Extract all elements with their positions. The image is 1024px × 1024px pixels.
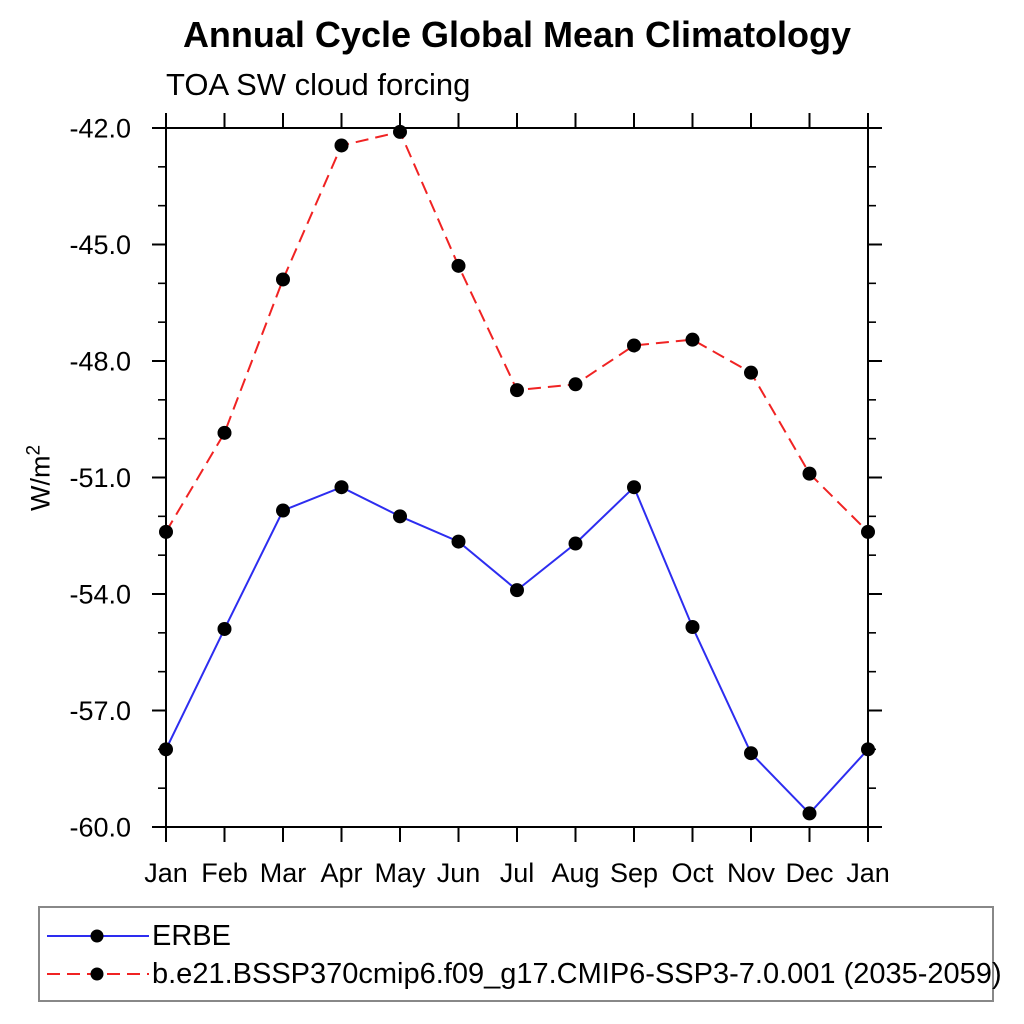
- series-line-model: [165, 130, 869, 533]
- svg-text:-45.0: -45.0: [69, 230, 131, 260]
- svg-text:-54.0: -54.0: [69, 580, 131, 610]
- svg-text:-48.0: -48.0: [69, 347, 131, 377]
- series-markers-model: [159, 124, 875, 539]
- legend-marker-erbe: [90, 929, 104, 943]
- svg-text:-51.0: -51.0: [69, 463, 131, 493]
- chart-title: Annual Cycle Global Mean Climatology: [182, 14, 852, 55]
- svg-text:Sep: Sep: [610, 858, 658, 888]
- svg-text:-57.0: -57.0: [69, 696, 131, 726]
- svg-text:Nov: Nov: [727, 858, 776, 888]
- x-axis-ticks: [165, 113, 869, 842]
- svg-text:Jan: Jan: [144, 858, 188, 888]
- svg-text:-42.0: -42.0: [69, 114, 131, 144]
- svg-text:May: May: [374, 858, 426, 888]
- svg-text:Jul: Jul: [500, 858, 535, 888]
- legend-line-sample-erbe: [47, 929, 149, 943]
- legend-entry-erbe: ERBE: [45, 919, 992, 953]
- svg-text:Feb: Feb: [201, 858, 248, 888]
- svg-text:Oct: Oct: [671, 858, 714, 888]
- legend-marker-model: [90, 967, 104, 981]
- legend-label-model: b.e21.BSSP370cmip6.f09_g17.CMIP6-SSP3-7.…: [152, 957, 1002, 990]
- series-markers-erbe: [159, 480, 875, 821]
- svg-text:Apr: Apr: [320, 858, 362, 888]
- y-axis-tick-labels: -42.0 -45.0 -48.0 -51.0 -54.0 -57.0 -60.0: [69, 114, 131, 843]
- svg-text:Dec: Dec: [785, 858, 833, 888]
- series-line-erbe: [165, 485, 869, 815]
- svg-text:Jun: Jun: [437, 858, 481, 888]
- plot-frame: [165, 127, 869, 828]
- svg-text:-60.0: -60.0: [69, 813, 131, 843]
- y-axis-minor-ticks: [158, 166, 876, 789]
- svg-text:Aug: Aug: [551, 858, 599, 888]
- chart-plot-area: -42.0 -45.0 -48.0 -51.0 -54.0 -57.0 -60.0 Jan Fe…: [69, 113, 890, 888]
- svg-text:Mar: Mar: [260, 858, 307, 888]
- y-axis-major-ticks: [152, 127, 882, 828]
- legend-label-erbe: ERBE: [152, 919, 231, 952]
- legend-box: ERBE b.e21.BSSP370cmip6.f09_g17.CMIP6-SS…: [38, 906, 1002, 1002]
- chart-subtitle: TOA SW cloud forcing: [166, 67, 471, 102]
- svg-text:Jan: Jan: [846, 858, 890, 888]
- legend-entry-model: b.e21.BSSP370cmip6.f09_g17.CMIP6-SSP3-7.…: [45, 957, 1002, 991]
- legend-line-sample-model: [47, 967, 149, 981]
- x-axis-tick-labels: Jan Feb Mar Apr May Jun Jul Aug Sep Oct Nov Dec Jan: [144, 858, 890, 888]
